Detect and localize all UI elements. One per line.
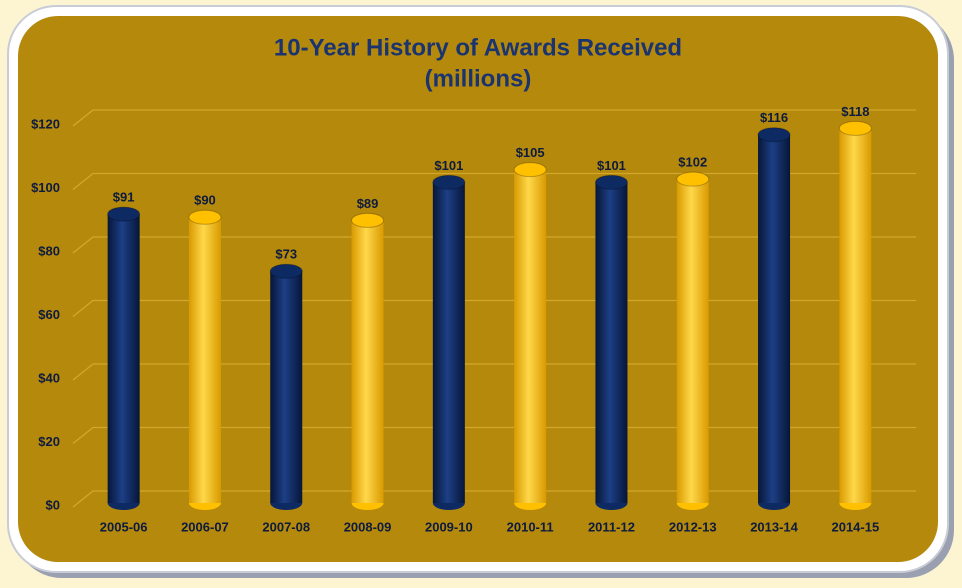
grid-line (72, 490, 916, 508)
x-tick-label: 2008-09 (344, 519, 392, 534)
value-label: $73 (275, 247, 297, 262)
bar-top (757, 127, 791, 143)
bar (107, 214, 140, 503)
x-tick-label: 2011-12 (588, 519, 635, 534)
value-label: $91 (113, 190, 135, 205)
bar-top (594, 174, 628, 190)
grid-line (72, 363, 916, 381)
grid-line (72, 172, 916, 190)
chart-subtitle: (millions) (425, 65, 532, 92)
y-tick-label: $0 (46, 497, 60, 512)
bar (839, 128, 872, 503)
y-tick-label: $120 (31, 116, 60, 131)
bar-top (188, 209, 222, 225)
bar-top (838, 120, 872, 136)
x-tick-label: 2013-14 (750, 519, 798, 534)
value-label: $105 (516, 145, 545, 160)
x-tick-label: 2007-08 (262, 519, 310, 534)
x-tick-label: 2014-15 (831, 519, 879, 534)
bar (595, 182, 628, 503)
bar (188, 217, 221, 503)
y-tick-label: $60 (38, 307, 60, 322)
bar (270, 271, 303, 503)
x-tick-label: 2012-13 (669, 519, 717, 534)
grid-line (72, 426, 916, 444)
bar-top (351, 212, 385, 228)
bar-top (513, 162, 547, 178)
y-tick-label: $40 (38, 370, 60, 385)
bar-top (107, 206, 141, 222)
bar (514, 169, 547, 503)
bar (758, 134, 791, 503)
bar (432, 182, 465, 503)
value-label: $89 (357, 196, 379, 211)
panel (18, 16, 938, 562)
y-tick-label: $20 (38, 434, 60, 449)
y-tick-label: $80 (38, 243, 60, 258)
bar-top (676, 171, 710, 187)
x-tick-label: 2010-11 (507, 519, 554, 534)
value-label: $116 (760, 110, 788, 125)
bar-top (432, 174, 466, 190)
value-label: $101 (597, 158, 626, 173)
value-label: $118 (841, 104, 869, 119)
value-label: $90 (194, 193, 216, 208)
x-tick-label: 2006-07 (181, 519, 229, 534)
bar (351, 220, 384, 504)
value-label: $101 (434, 158, 463, 173)
grid-line (72, 109, 916, 127)
grid-line (72, 299, 916, 317)
bar-top (269, 263, 303, 279)
value-label: $102 (678, 155, 707, 170)
chart-title: 10-Year History of Awards Received (274, 34, 682, 61)
bar (676, 179, 709, 503)
x-tick-label: 2009-10 (425, 519, 473, 534)
grid-line (72, 236, 916, 254)
y-tick-label: $100 (31, 180, 60, 195)
x-tick-label: 2005-06 (100, 519, 148, 534)
